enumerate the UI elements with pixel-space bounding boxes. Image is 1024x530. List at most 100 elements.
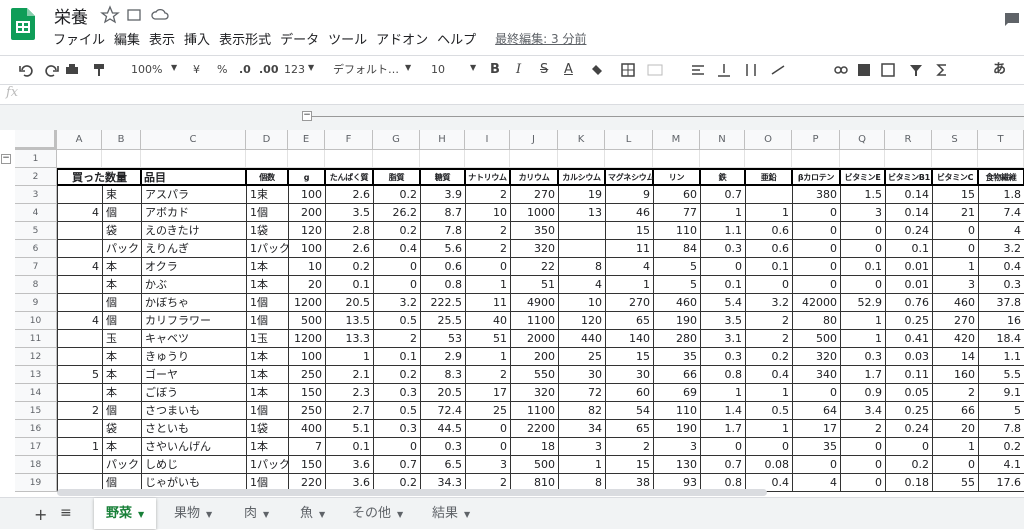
dropdown-caret[interactable]: ▼ [308,63,315,72]
percent-format[interactable]: % [217,63,228,76]
column-header[interactable]: B [102,130,141,150]
menu-item[interactable]: 表示形式 [219,33,272,48]
sheet-tab[interactable]: 結果 ▼ [420,498,482,529]
number-format[interactable]: 123 [284,63,305,76]
input-tool[interactable]: あ [993,62,1007,77]
table-cell: 20.5 [325,294,374,312]
row-header[interactable]: 12 [15,348,57,366]
row-group-toggle[interactable]: − [1,153,11,164]
sheet-tab-label[interactable]: 肉 [244,506,258,521]
tab-caret[interactable]: ▼ [397,510,404,519]
column-header[interactable]: C [141,130,246,150]
column-header[interactable]: K [558,130,605,150]
column-header[interactable]: M [653,130,700,150]
tab-caret[interactable]: ▼ [319,510,326,519]
row-header[interactable]: 10 [15,312,57,330]
all-sheets[interactable]: ≡ [60,505,72,521]
dropdown-caret[interactable]: ▼ [171,63,178,72]
column-header[interactable]: O [745,130,792,150]
dropdown-caret[interactable]: ▼ [470,63,477,72]
sheets-logo[interactable] [11,8,35,40]
menu-item[interactable]: データ [280,33,320,48]
row-header[interactable]: 18 [15,456,57,474]
column-header[interactable]: T [978,130,1024,150]
row-header[interactable]: 9 [15,294,57,312]
column-group-toggle[interactable]: − [302,110,312,121]
text-color-button[interactable]: A [564,62,573,77]
comments-icon[interactable] [1004,12,1020,28]
column-header[interactable]: H [420,130,465,150]
tab-caret[interactable]: ▼ [263,510,270,519]
tab-caret[interactable]: ▼ [206,510,213,519]
horizontal-scrollbar[interactable] [57,489,767,496]
column-header[interactable]: N [700,130,745,150]
row-header[interactable]: 7 [15,258,57,276]
column-header[interactable]: F [325,130,373,150]
row-header[interactable]: 11 [15,330,57,348]
row-header[interactable]: 14 [15,384,57,402]
dropdown-caret[interactable]: ▼ [405,63,412,72]
column-header[interactable]: G [373,130,420,150]
sheet-tab-label[interactable]: その他 [352,506,392,521]
italic-button[interactable]: I [516,62,522,77]
menu-item[interactable]: ファイル [53,33,106,48]
column-header[interactable]: P [792,130,840,150]
column-header[interactable]: S [932,130,978,150]
menu-item[interactable]: 編集 [114,33,141,48]
sheet-tab-label[interactable]: 魚 [300,506,314,521]
row-header[interactable]: 13 [15,366,57,384]
row-header[interactable]: 16 [15,420,57,438]
table-cell: 個 [102,312,142,330]
bold-button[interactable]: B [490,62,500,77]
row-header[interactable]: 8 [15,276,57,294]
add-sheet[interactable]: + [34,505,48,524]
row-header[interactable]: 6 [15,240,57,258]
menu-item[interactable]: ツール [328,33,368,48]
decimal-decrease[interactable]: .0 [239,63,251,76]
menu-item[interactable]: アドオン [376,33,429,48]
sheet-tab[interactable]: その他 ▼ [340,498,415,529]
table-cell: 2 [465,222,511,240]
table-cell: 1200 [288,294,326,312]
decimal-increase[interactable]: .00 [259,63,279,76]
font-family[interactable]: デフォルト… [333,63,399,76]
column-header[interactable]: R [885,130,932,150]
sheet-tab-label[interactable]: 野菜 [106,506,133,521]
row-header[interactable]: 15 [15,402,57,420]
doc-title[interactable]: 栄養 [54,8,88,28]
last-edit[interactable]: 最終編集: 3 分前 [495,32,587,46]
row-header[interactable]: 17 [15,438,57,456]
sheet-tab-label[interactable]: 結果 [432,506,459,521]
column-header[interactable]: E [288,130,325,150]
sheet-tab[interactable]: 肉 ▼ [232,498,281,529]
sheet-tab[interactable]: 果物 ▼ [162,498,224,529]
menu-item[interactable]: ヘルプ [437,33,477,48]
row-header[interactable]: 19 [15,474,57,492]
column-header[interactable]: D [246,130,288,150]
tab-caret[interactable]: ▼ [138,510,145,519]
row-header[interactable]: 2 [15,168,57,186]
table-cell: ゴーヤ [141,366,247,384]
table-cell: 4 [605,258,654,276]
menu-item[interactable]: 挿入 [184,33,211,48]
column-header[interactable]: Q [840,130,885,150]
row-header[interactable]: 3 [15,186,57,204]
row-header[interactable]: 5 [15,222,57,240]
tab-caret[interactable]: ▼ [464,510,471,519]
zoom[interactable]: 100% [131,63,163,76]
column-header[interactable]: L [605,130,653,150]
row-header[interactable]: 4 [15,204,57,222]
sheet-tab[interactable]: 魚 ▼ [288,498,337,529]
table-cell: 0.8 [700,366,746,384]
table-cell: 2.7 [325,402,374,420]
sheet-tab[interactable]: 野菜 ▼ [94,498,157,529]
strike-button[interactable]: S [540,62,549,77]
column-header[interactable]: J [510,130,558,150]
column-header[interactable]: A [57,130,102,150]
font-size[interactable]: 10 [431,63,445,76]
sheet-tab-label[interactable]: 果物 [174,506,201,521]
currency-format[interactable]: ¥ [193,63,200,76]
row-header[interactable]: 1 [15,150,57,168]
column-header[interactable]: I [465,130,510,150]
menu-item[interactable]: 表示 [149,33,176,48]
